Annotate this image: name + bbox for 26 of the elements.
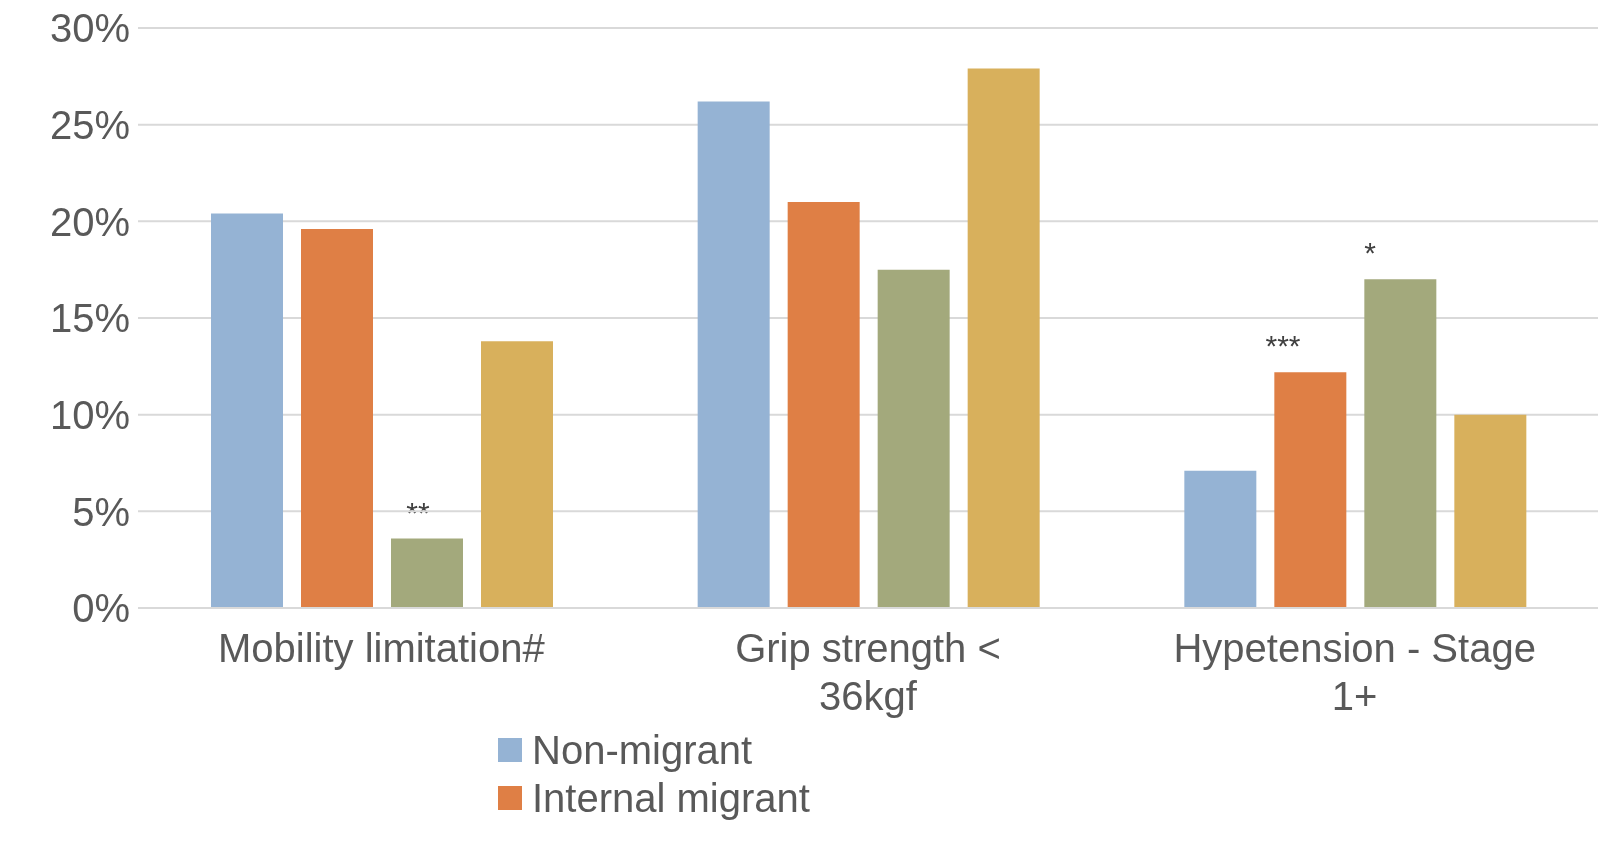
bar <box>1274 372 1347 608</box>
legend-label: Non-migrant <box>532 727 753 773</box>
x-tick-label: Mobility limitation# <box>217 626 546 670</box>
bar <box>481 341 553 608</box>
bar <box>787 202 860 608</box>
bar <box>967 68 1040 608</box>
y-tick-label: 10% <box>49 392 130 437</box>
bar <box>211 213 283 608</box>
bar <box>697 101 770 608</box>
bar <box>391 538 463 608</box>
x-tick-label: Hypetension - Stage 1+ <box>1173 626 1536 718</box>
bar <box>1184 470 1257 608</box>
x-tick-label: Grip strength < 36kgf <box>735 626 1001 718</box>
bar <box>877 269 950 608</box>
annotation: * <box>1364 236 1376 269</box>
bar <box>1454 414 1527 608</box>
y-tick-label: 0% <box>72 586 130 631</box>
y-tick-label: 20% <box>49 199 130 244</box>
y-tick-label: 15% <box>49 296 130 341</box>
legend-label: Internal migrant <box>532 775 810 821</box>
y-tick-label: 30% <box>49 6 130 51</box>
y-tick-label: 25% <box>49 102 130 147</box>
y-tick-label: 5% <box>72 489 130 534</box>
annotation: *** <box>1265 329 1301 362</box>
bar <box>1364 279 1437 608</box>
bar <box>301 229 373 608</box>
